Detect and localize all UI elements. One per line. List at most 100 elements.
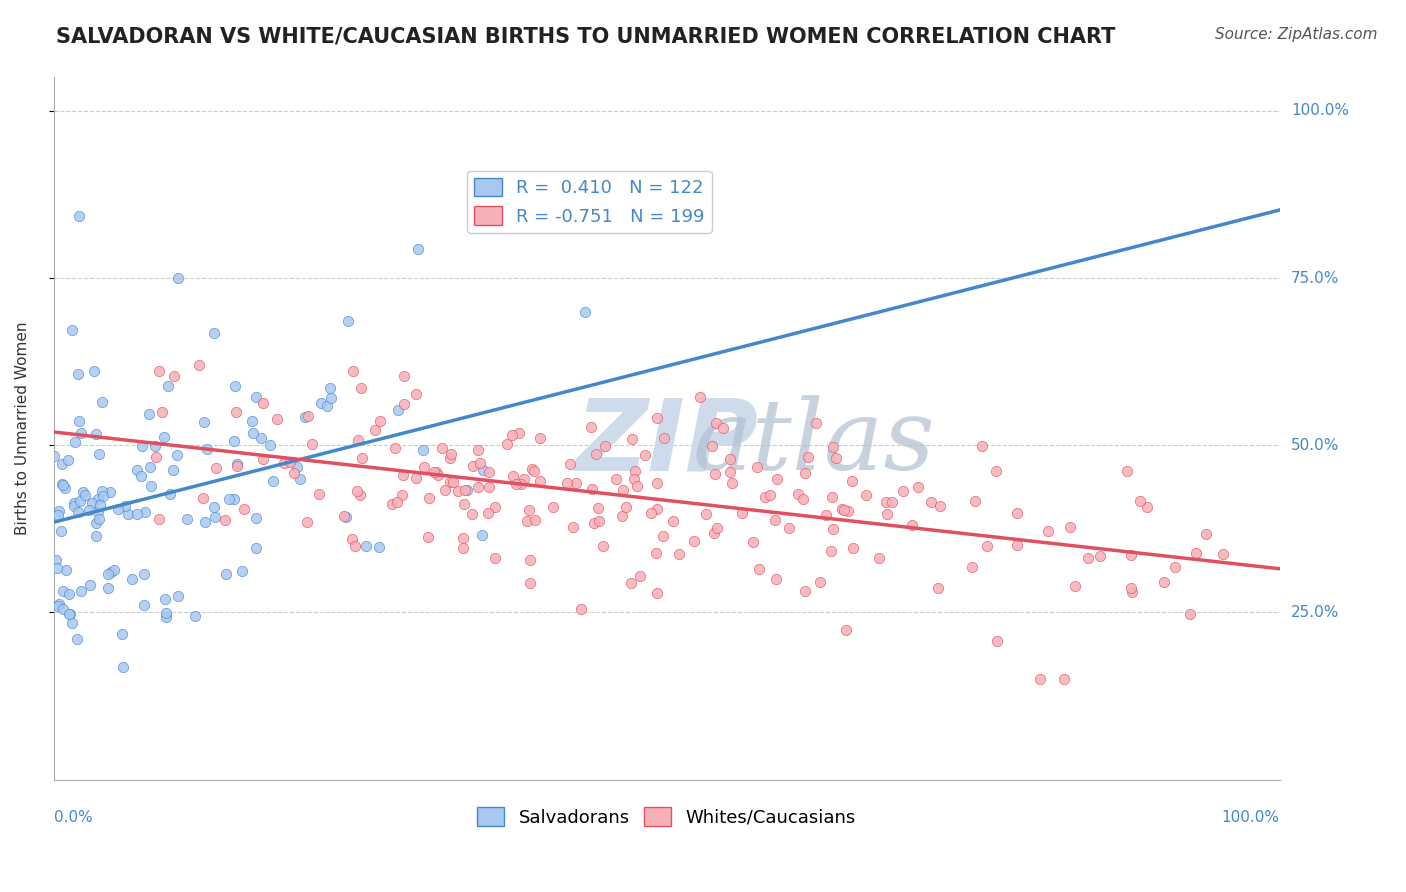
Point bbox=[718, 465, 741, 479]
Point bbox=[224, 492, 246, 507]
Point bbox=[472, 463, 495, 477]
Point bbox=[354, 539, 377, 553]
Point bbox=[77, 503, 100, 517]
Point bbox=[98, 485, 121, 500]
Point bbox=[225, 457, 247, 471]
Point bbox=[166, 448, 188, 462]
Text: Source: ZipAtlas.com: Source: ZipAtlas.com bbox=[1215, 27, 1378, 42]
Point bbox=[579, 420, 602, 434]
Point bbox=[433, 483, 456, 498]
Point bbox=[138, 407, 160, 421]
Text: 75.0%: 75.0% bbox=[1291, 270, 1339, 285]
Point bbox=[962, 560, 984, 574]
Point bbox=[484, 500, 506, 515]
Point bbox=[129, 469, 152, 483]
Point bbox=[797, 450, 820, 464]
Point bbox=[49, 524, 72, 538]
Point bbox=[927, 581, 949, 595]
Point bbox=[308, 487, 330, 501]
Point bbox=[294, 410, 316, 425]
Point bbox=[519, 575, 541, 590]
Point bbox=[283, 466, 305, 480]
Point bbox=[111, 627, 134, 641]
Point bbox=[508, 425, 530, 440]
Point bbox=[704, 467, 727, 482]
Point bbox=[195, 442, 218, 456]
Point bbox=[44, 449, 66, 463]
Point bbox=[336, 314, 359, 328]
Point bbox=[53, 481, 76, 495]
Point bbox=[519, 553, 541, 567]
Point bbox=[364, 423, 387, 437]
Point bbox=[134, 505, 156, 519]
Point bbox=[1029, 673, 1052, 687]
Point bbox=[349, 488, 371, 502]
Point bbox=[290, 472, 312, 486]
Point bbox=[232, 502, 254, 516]
Text: 25.0%: 25.0% bbox=[1291, 605, 1339, 620]
Text: 50.0%: 50.0% bbox=[1291, 438, 1339, 453]
Point bbox=[46, 508, 69, 522]
Y-axis label: Births to Unmarried Women: Births to Unmarried Women bbox=[15, 322, 30, 535]
Point bbox=[225, 458, 247, 473]
Point bbox=[63, 496, 86, 510]
Point bbox=[555, 476, 578, 491]
Text: ZIP: ZIP bbox=[575, 394, 758, 491]
Point bbox=[972, 439, 994, 453]
Point bbox=[523, 464, 546, 478]
Point bbox=[645, 585, 668, 599]
Point bbox=[439, 475, 461, 489]
Point bbox=[406, 242, 429, 256]
Text: SALVADORAN VS WHITE/CAUCASIAN BIRTHS TO UNMARRIED WOMEN CORRELATION CHART: SALVADORAN VS WHITE/CAUCASIAN BIRTHS TO … bbox=[56, 27, 1115, 46]
Point bbox=[350, 450, 373, 465]
Point bbox=[645, 410, 668, 425]
Point bbox=[453, 497, 475, 511]
Point bbox=[517, 503, 540, 517]
Point bbox=[1059, 520, 1081, 534]
Point bbox=[792, 491, 814, 506]
Point bbox=[392, 369, 415, 384]
Point bbox=[721, 475, 744, 490]
Point bbox=[742, 535, 765, 549]
Point bbox=[72, 485, 94, 500]
Point bbox=[662, 514, 685, 528]
Point bbox=[204, 509, 226, 524]
Point bbox=[145, 450, 167, 465]
Point bbox=[69, 583, 91, 598]
Point bbox=[628, 569, 651, 583]
Point bbox=[97, 582, 120, 596]
Point bbox=[97, 567, 120, 582]
Point bbox=[963, 494, 986, 508]
Point bbox=[820, 544, 842, 558]
Point bbox=[441, 475, 464, 489]
Point bbox=[876, 507, 898, 521]
Point bbox=[56, 453, 79, 467]
Point bbox=[82, 496, 104, 510]
Point bbox=[529, 474, 551, 488]
Point bbox=[381, 497, 404, 511]
Point bbox=[55, 563, 77, 577]
Point bbox=[214, 513, 236, 527]
Point bbox=[418, 530, 440, 544]
Point bbox=[392, 467, 415, 482]
Point bbox=[451, 541, 474, 555]
Point bbox=[471, 528, 494, 542]
Point bbox=[718, 452, 741, 467]
Point bbox=[368, 413, 391, 427]
Point bbox=[461, 459, 484, 474]
Point bbox=[83, 364, 105, 378]
Point bbox=[891, 483, 914, 498]
Point bbox=[350, 381, 373, 395]
Point bbox=[929, 499, 952, 513]
Point bbox=[176, 512, 198, 526]
Point bbox=[63, 499, 86, 513]
Point bbox=[70, 426, 93, 441]
Point bbox=[689, 390, 711, 404]
Point bbox=[652, 529, 675, 543]
Point bbox=[121, 572, 143, 586]
Point bbox=[976, 539, 998, 553]
Point bbox=[901, 518, 924, 533]
Point bbox=[69, 494, 91, 508]
Point bbox=[1195, 527, 1218, 541]
Point bbox=[405, 471, 427, 485]
